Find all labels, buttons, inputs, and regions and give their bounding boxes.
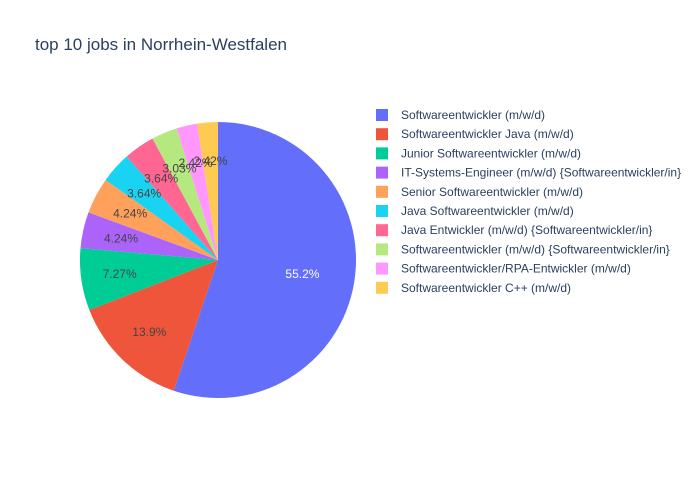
legend-label: Softwareentwickler Java (m/w/d) <box>401 127 574 141</box>
slice-label-it-systems-engineer-m-w-d-softwareentwickler-in: 4.24% <box>104 231 138 245</box>
slice-label-senior-softwareentwickler-m-w-d: 4.24% <box>113 207 147 221</box>
legend-label: Softwareentwickler/RPA-Entwickler (m/w/d… <box>401 262 631 276</box>
legend-item-java-entwickler-m-w-d-softwareentwickler-in[interactable]: Java Entwickler (m/w/d) {Softwareentwick… <box>376 223 652 237</box>
legend-label: Softwareentwickler (m/w/d) <box>401 108 545 122</box>
legend-label: Softwareentwickler (m/w/d) {Softwareentw… <box>401 242 670 256</box>
legend-label: Softwareentwickler C++ (m/w/d) <box>401 281 571 295</box>
pie-slice-softwareentwickler-m-w-d-softwareentwickler-in[interactable] <box>152 128 218 260</box>
slice-label-java-entwickler-m-w-d-softwareentwickler-in: 3.64% <box>144 171 178 185</box>
legend-item-softwareentwickler-c-m-w-d[interactable]: Softwareentwickler C++ (m/w/d) <box>376 281 571 295</box>
slice-label-junior-softwareentwickler-m-w-d: 7.27% <box>103 267 137 281</box>
pie-slice-softwareentwickler-m-w-d[interactable] <box>173 122 357 398</box>
pie-slice-senior-softwareentwickler-m-w-d[interactable] <box>88 179 218 260</box>
slice-label-softwareentwickler-java-m-w-d: 13.9% <box>132 325 166 339</box>
pie-slice-java-softwareentwickler-m-w-d[interactable] <box>105 156 218 260</box>
legend-label: Java Softwareentwickler (m/w/d) <box>401 204 574 218</box>
legend-swatch <box>376 205 388 217</box>
legend-swatch <box>376 262 388 275</box>
legend-swatch <box>376 109 388 121</box>
legend-label: Junior Softwareentwickler (m/w/d) <box>401 146 581 160</box>
slice-label-java-softwareentwickler-m-w-d: 3.64% <box>127 186 161 200</box>
legend: Softwareentwickler (m/w/d) Softwareentwic… <box>376 108 681 295</box>
legend-swatch <box>376 147 388 160</box>
legend-swatch <box>376 281 388 294</box>
pie-slice-softwareentwickler-c-m-w-d[interactable] <box>197 122 218 260</box>
pie-slice-junior-softwareentwickler-m-w-d[interactable] <box>80 248 219 310</box>
legend-item-softwareentwickler-rpa-entwickler-m-w-d[interactable]: Softwareentwickler/RPA-Entwickler (m/w/d… <box>376 262 631 276</box>
pie-slice-java-entwickler-m-w-d-softwareentwickler-in[interactable] <box>126 138 218 260</box>
pie-slice-it-systems-engineer-m-w-d-softwareentwickler-in[interactable] <box>80 212 218 260</box>
legend-label: IT-Systems-Engineer (m/w/d) {Softwareent… <box>401 166 681 180</box>
chart-title: top 10 jobs in Norrhein-Westfalen <box>35 35 287 54</box>
legend-label: Java Entwickler (m/w/d) {Softwareentwick… <box>401 223 652 237</box>
legend-item-softwareentwickler-m-w-d[interactable]: Softwareentwickler (m/w/d) <box>376 108 545 122</box>
legend-item-java-softwareentwickler-m-w-d[interactable]: Java Softwareentwickler (m/w/d) <box>376 204 574 218</box>
legend-label: Senior Softwareentwickler (m/w/d) <box>401 185 583 199</box>
pie-slices <box>80 122 357 398</box>
legend-swatch <box>376 243 388 256</box>
legend-swatch <box>376 128 388 141</box>
legend-item-softwareentwickler-java-m-w-d[interactable]: Softwareentwickler Java (m/w/d) <box>376 127 574 141</box>
pie-slice-softwareentwickler-java-m-w-d[interactable] <box>89 260 219 391</box>
slice-label-softwareentwickler-m-w-d: 55.2% <box>285 267 319 281</box>
slice-label-softwareentwickler-rpa-entwickler-m-w-d: 2.42% <box>179 156 213 170</box>
legend-item-softwareentwickler-m-w-d-softwareentwickler-in[interactable]: Softwareentwickler (m/w/d) {Softwareentw… <box>376 242 670 256</box>
slice-label-softwareentwickler-c-m-w-d: 2.42% <box>193 154 227 168</box>
pie-slice-labels: 55.2% 13.9% 7.27% 4.24% 4.24% 3.64%3.64%3.03%… <box>103 154 320 339</box>
pie-slice-softwareentwickler-rpa-entwickler-m-w-d[interactable] <box>176 123 218 260</box>
legend-item-it-systems-engineer-m-w-d-softwareentwickler-in[interactable]: IT-Systems-Engineer (m/w/d) {Softwareent… <box>376 166 681 180</box>
slice-label-softwareentwickler-m-w-d-softwareentwickler-in: 3.03% <box>162 161 196 175</box>
legend-swatch <box>376 185 388 198</box>
legend-item-junior-softwareentwickler-m-w-d[interactable]: Junior Softwareentwickler (m/w/d) <box>376 146 581 160</box>
legend-swatch <box>376 224 388 237</box>
legend-swatch <box>376 166 388 179</box>
legend-item-senior-softwareentwickler-m-w-d[interactable]: Senior Softwareentwickler (m/w/d) <box>376 185 583 199</box>
